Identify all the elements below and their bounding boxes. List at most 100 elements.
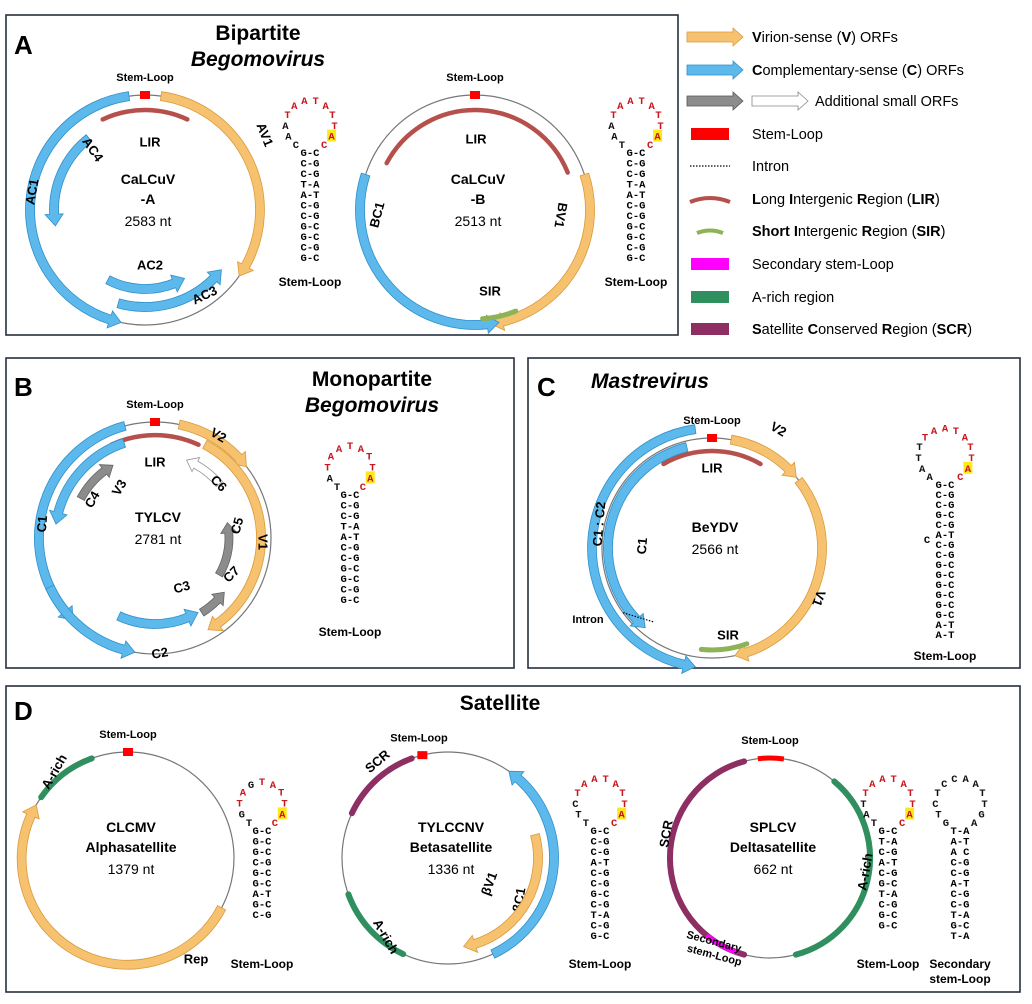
loop-base: A	[649, 101, 656, 113]
loop-base: A	[654, 132, 661, 144]
loop-base: T	[610, 110, 616, 122]
legend-label-part: C	[752, 63, 763, 79]
orf-arrow	[177, 419, 247, 468]
legend-label-part: R	[857, 192, 868, 208]
stem-base-pair: G-C	[951, 921, 971, 933]
loop-base: T	[369, 462, 375, 474]
genome-size: 1379 nt	[108, 861, 155, 877]
panel-b-subtitle: Begomovirus	[305, 394, 439, 417]
loop-base: T	[935, 810, 941, 822]
stem-base-pair: C-G	[341, 511, 360, 523]
stem-loop-caption: Stem-Loop	[279, 275, 342, 289]
legend-label-part: ntergenic	[798, 224, 862, 240]
white-arrow-icon	[751, 91, 809, 111]
feature-label: C5	[228, 516, 247, 536]
orf-arrow	[116, 608, 199, 629]
blue-arrow-icon	[686, 60, 744, 80]
orf-arrow	[185, 457, 223, 488]
stem-base-pair: T-A	[341, 522, 361, 534]
stem-base-pair: G-C	[253, 868, 273, 880]
loop-base: G	[239, 809, 245, 821]
loop-base: A	[301, 96, 308, 108]
stem-base-pair: G-C	[879, 910, 899, 922]
loop-base: T	[246, 818, 252, 830]
genome-size: 662 nt	[754, 861, 793, 877]
panel-a-subtitle: Begomovirus	[191, 48, 325, 71]
stem-base-pair: G-C	[253, 879, 273, 891]
loop-base: T	[575, 810, 581, 822]
loop-base: C	[293, 140, 300, 152]
genome-name: Alphasatellite	[85, 839, 176, 855]
orf-arrow	[729, 434, 797, 478]
loop-base: A	[611, 132, 618, 144]
loop-base: A	[279, 809, 286, 821]
loop-base: C	[957, 472, 964, 484]
orf-arrow	[105, 274, 186, 294]
legend-item: Additional small ORFs	[686, 91, 958, 111]
legend-label-part: Stem-Loop	[752, 127, 823, 143]
stem-base-pair: C-G	[936, 500, 955, 512]
loop-base: T	[259, 777, 265, 789]
legend-item: Virion-sense (V) ORFs	[686, 27, 898, 47]
stem-base-pair: G-C	[341, 490, 361, 502]
legend-item: Short Intergenic Region (SIR)	[696, 224, 946, 240]
loop-base: T	[871, 818, 877, 830]
stem-base-pair: T-A	[301, 180, 321, 192]
loop-base: T	[278, 788, 284, 800]
orf-arrow	[25, 91, 131, 329]
stem-base-pair: C-G	[627, 169, 646, 181]
stem-base-pair: G-C	[301, 232, 321, 244]
ar-region-arc	[345, 891, 407, 958]
feature-label: BC1	[366, 200, 387, 229]
genome-size: 2781 nt	[135, 531, 182, 547]
stem-loop-caption: Stem-Loop	[605, 275, 668, 289]
legend-label-part: Intron	[752, 159, 789, 175]
stem-base-pair: T-A	[951, 910, 971, 922]
stem-base-pair: C-G	[627, 159, 646, 171]
stem-base-pair: C-G	[341, 553, 360, 565]
orf-arrow	[490, 770, 559, 959]
panel-c-box	[527, 357, 1021, 669]
stem-base-pair: A C	[951, 847, 971, 859]
loop-base: T	[236, 798, 242, 810]
panel-c-letter: C	[537, 372, 556, 402]
genome-map: LIR V2 V1 C1 : C2 C1 Intron SIR Stem-Loop BeYDV 2…	[572, 415, 829, 675]
loop-base: A	[617, 101, 624, 113]
legend-label-part: )	[941, 224, 946, 240]
loop-base: C	[611, 818, 618, 830]
loop-base: A	[863, 810, 870, 822]
stem-base-pair: A-T	[253, 889, 272, 901]
stem-base-pair: C-G	[301, 159, 320, 171]
genome-name: SPLCV	[750, 819, 797, 835]
stem-base-pair: C-G	[627, 201, 646, 213]
legend-label-part: egion (	[892, 322, 937, 338]
stem-base-pair: C-G	[301, 243, 320, 255]
feature-label: SCR	[656, 818, 676, 848]
loop-base: A	[973, 779, 980, 791]
legend-item: Intron	[690, 159, 789, 175]
stem-base-pair: C-G	[341, 585, 360, 597]
stem-loop-label: Stem-Loop	[683, 415, 741, 427]
feature-label: V1	[809, 588, 829, 608]
genome-map: SCR A-rich Secondarystem-Loop Stem-Loop SPLC…	[656, 735, 875, 969]
feature-label: LIR	[466, 131, 488, 146]
orf-arrow	[198, 591, 225, 617]
stem-base-pair: C-G	[879, 900, 898, 912]
orf-arrow	[76, 464, 114, 501]
legend-label-part: I	[789, 192, 793, 208]
stem-base-pair: G-C	[341, 595, 361, 607]
loop-base: T	[284, 110, 290, 122]
figure-content: LIR AV1AC1AC4AC2AC3Stem-LoopCaLCuV-A2583 …	[16, 27, 991, 986]
stem-base-pair: A-T	[936, 530, 955, 542]
loop-base: A	[627, 96, 634, 108]
loop-base: A	[323, 101, 330, 113]
loop-base: A	[927, 472, 934, 484]
stem-base-pair: G-C	[341, 574, 361, 586]
stem-base-pair: C-G	[951, 868, 970, 880]
stem-loop-marker	[757, 755, 785, 762]
legend-label-part: atellite	[762, 322, 808, 338]
loop-base: C	[321, 140, 328, 152]
stem-base-pair: A-T	[301, 190, 320, 202]
